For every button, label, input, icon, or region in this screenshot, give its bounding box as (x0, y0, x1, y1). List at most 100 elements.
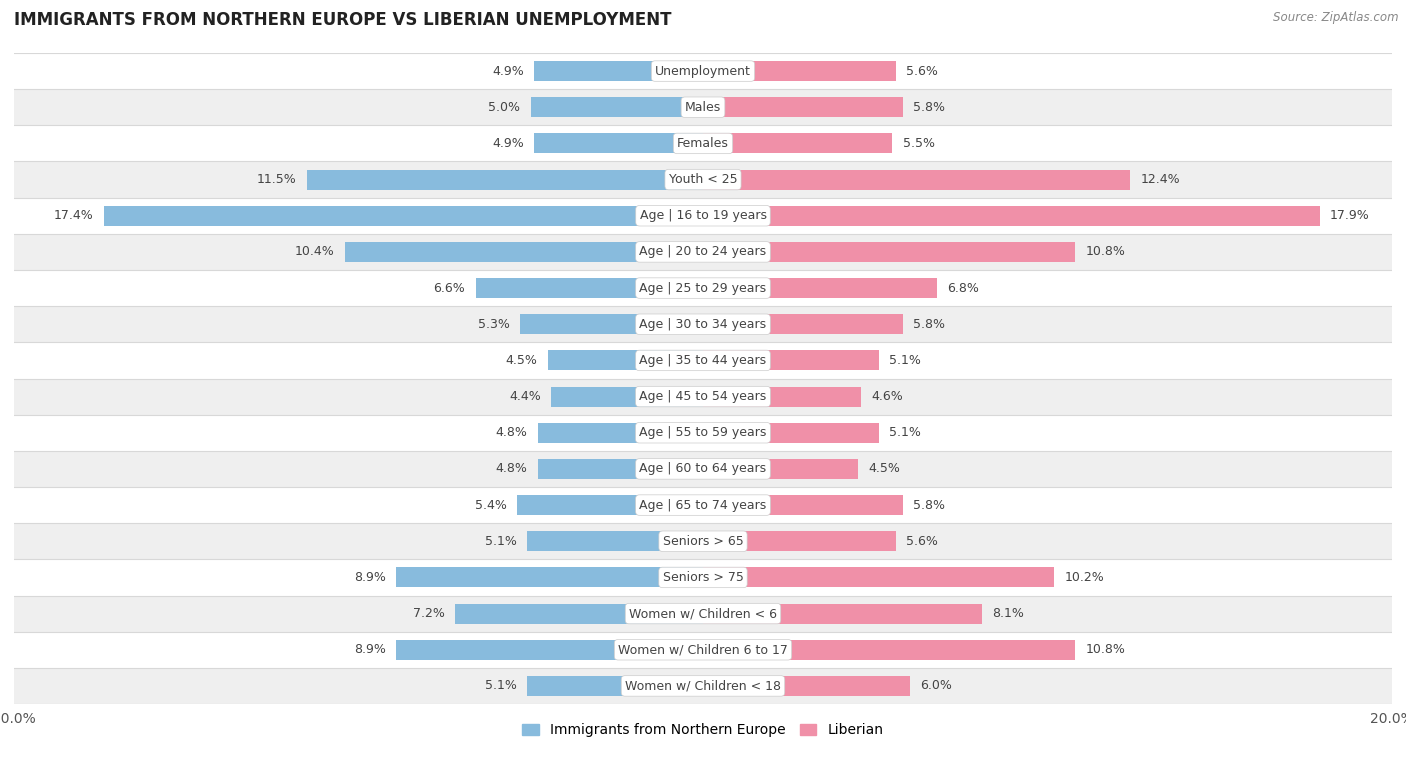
Text: 17.9%: 17.9% (1330, 209, 1369, 223)
Bar (703, 459, 858, 479)
Bar (475, 278, 703, 298)
Text: 5.1%: 5.1% (889, 354, 921, 367)
Text: 10.8%: 10.8% (1085, 643, 1125, 656)
Bar (396, 568, 703, 587)
Bar (14, 451, 1392, 487)
Text: 17.4%: 17.4% (53, 209, 93, 223)
Text: IMMIGRANTS FROM NORTHERN EUROPE VS LIBERIAN UNEMPLOYMENT: IMMIGRANTS FROM NORTHERN EUROPE VS LIBER… (14, 11, 672, 30)
Bar (14, 89, 1392, 126)
Text: 6.8%: 6.8% (948, 282, 980, 294)
Bar (14, 415, 1392, 451)
Bar (14, 631, 1392, 668)
Text: Seniors > 65: Seniors > 65 (662, 534, 744, 548)
Text: Age | 60 to 64 years: Age | 60 to 64 years (640, 463, 766, 475)
Text: 11.5%: 11.5% (257, 173, 297, 186)
Text: 5.6%: 5.6% (907, 64, 938, 77)
Bar (14, 270, 1392, 306)
Text: 5.4%: 5.4% (475, 499, 506, 512)
Bar (14, 342, 1392, 378)
Text: 4.6%: 4.6% (872, 390, 904, 403)
Bar (551, 387, 703, 407)
Bar (703, 423, 879, 443)
Bar (14, 378, 1392, 415)
Text: 5.8%: 5.8% (912, 101, 945, 114)
Bar (703, 531, 896, 551)
Text: Females: Females (678, 137, 728, 150)
Text: 8.9%: 8.9% (354, 643, 387, 656)
Bar (14, 198, 1392, 234)
Bar (703, 314, 903, 334)
Text: Women w/ Children 6 to 17: Women w/ Children 6 to 17 (619, 643, 787, 656)
Bar (534, 61, 703, 81)
Text: 4.9%: 4.9% (492, 137, 524, 150)
Text: 8.1%: 8.1% (993, 607, 1024, 620)
Text: Age | 16 to 19 years: Age | 16 to 19 years (640, 209, 766, 223)
Bar (14, 306, 1392, 342)
Bar (14, 559, 1392, 596)
Bar (703, 242, 1076, 262)
Bar (14, 523, 1392, 559)
Text: 6.6%: 6.6% (433, 282, 465, 294)
Text: 5.8%: 5.8% (912, 499, 945, 512)
Bar (703, 603, 981, 624)
Bar (520, 314, 703, 334)
Text: Women w/ Children < 6: Women w/ Children < 6 (628, 607, 778, 620)
Bar (534, 133, 703, 154)
Bar (14, 668, 1392, 704)
Text: 4.4%: 4.4% (509, 390, 541, 403)
Bar (537, 423, 703, 443)
Bar (14, 53, 1392, 89)
Legend: Immigrants from Northern Europe, Liberian: Immigrants from Northern Europe, Liberia… (517, 718, 889, 743)
Bar (344, 242, 703, 262)
Text: 7.2%: 7.2% (413, 607, 444, 620)
Bar (703, 98, 903, 117)
Bar (396, 640, 703, 659)
Bar (703, 676, 910, 696)
Bar (456, 603, 703, 624)
Text: Source: ZipAtlas.com: Source: ZipAtlas.com (1274, 11, 1399, 24)
Bar (527, 676, 703, 696)
Text: 5.5%: 5.5% (903, 137, 935, 150)
Bar (703, 387, 862, 407)
Bar (703, 61, 896, 81)
Text: Males: Males (685, 101, 721, 114)
Bar (14, 487, 1392, 523)
Text: Women w/ Children < 18: Women w/ Children < 18 (626, 680, 780, 693)
Text: 5.6%: 5.6% (907, 534, 938, 548)
Text: 5.1%: 5.1% (485, 680, 517, 693)
Text: Age | 65 to 74 years: Age | 65 to 74 years (640, 499, 766, 512)
Text: 8.9%: 8.9% (354, 571, 387, 584)
Text: Age | 45 to 54 years: Age | 45 to 54 years (640, 390, 766, 403)
Text: Youth < 25: Youth < 25 (669, 173, 737, 186)
Text: 6.0%: 6.0% (920, 680, 952, 693)
Text: 10.4%: 10.4% (295, 245, 335, 258)
Bar (548, 350, 703, 370)
Bar (703, 568, 1054, 587)
Text: 5.1%: 5.1% (485, 534, 517, 548)
Bar (703, 278, 938, 298)
Text: 5.1%: 5.1% (889, 426, 921, 439)
Bar (14, 596, 1392, 631)
Text: Age | 20 to 24 years: Age | 20 to 24 years (640, 245, 766, 258)
Text: 4.8%: 4.8% (495, 426, 527, 439)
Bar (703, 206, 1320, 226)
Text: Age | 55 to 59 years: Age | 55 to 59 years (640, 426, 766, 439)
Text: 4.8%: 4.8% (495, 463, 527, 475)
Text: 12.4%: 12.4% (1140, 173, 1180, 186)
Text: 5.8%: 5.8% (912, 318, 945, 331)
Text: Age | 25 to 29 years: Age | 25 to 29 years (640, 282, 766, 294)
Text: 4.5%: 4.5% (869, 463, 900, 475)
Text: 10.8%: 10.8% (1085, 245, 1125, 258)
Bar (703, 350, 879, 370)
Bar (104, 206, 703, 226)
Bar (527, 531, 703, 551)
Bar (703, 170, 1130, 189)
Bar (703, 495, 903, 515)
Bar (14, 126, 1392, 161)
Text: Unemployment: Unemployment (655, 64, 751, 77)
Text: 5.0%: 5.0% (488, 101, 520, 114)
Text: 4.5%: 4.5% (506, 354, 537, 367)
Text: 5.3%: 5.3% (478, 318, 510, 331)
Bar (537, 459, 703, 479)
Text: Seniors > 75: Seniors > 75 (662, 571, 744, 584)
